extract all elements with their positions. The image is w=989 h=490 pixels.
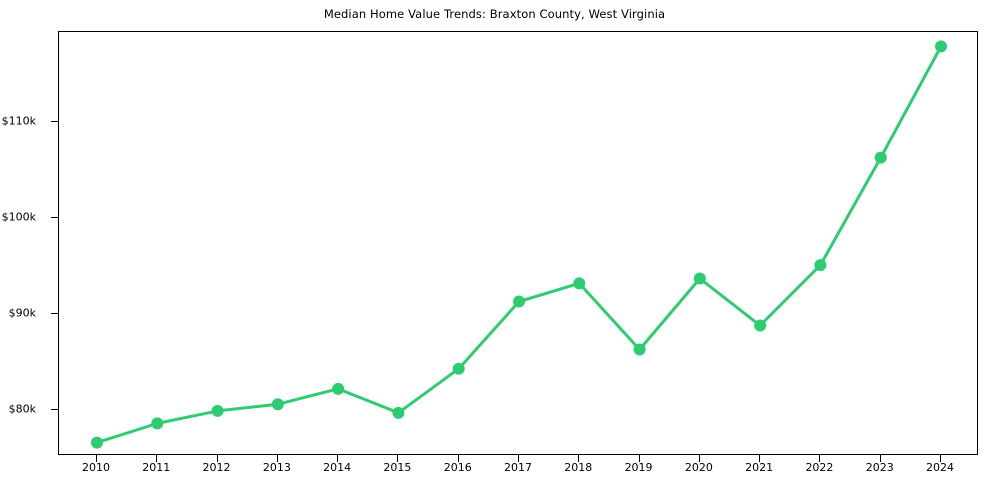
x-axis-tick-mark bbox=[940, 455, 942, 462]
x-axis-tick-label: 2019 bbox=[624, 461, 653, 474]
x-axis-tick-mark bbox=[156, 455, 158, 462]
data-point-marker bbox=[513, 295, 525, 308]
y-axis-tick-mark bbox=[51, 121, 58, 123]
x-axis-tick-mark bbox=[276, 455, 278, 462]
x-axis-tick-label: 2024 bbox=[926, 461, 955, 474]
x-axis-tick-label: 2021 bbox=[745, 461, 774, 474]
x-axis-tick-mark bbox=[638, 455, 640, 462]
x-axis-tick-mark bbox=[819, 455, 821, 462]
x-axis-tick-label: 2012 bbox=[202, 461, 231, 474]
data-point-marker bbox=[693, 272, 706, 285]
x-axis-tick-mark bbox=[578, 455, 580, 462]
x-axis-tick-mark bbox=[518, 455, 519, 462]
data-point-marker bbox=[935, 40, 948, 53]
x-axis-tick-mark bbox=[337, 455, 339, 462]
x-axis-tick-label: 2011 bbox=[142, 461, 171, 474]
y-axis-tick-mark bbox=[51, 313, 58, 315]
plot-area bbox=[58, 31, 978, 455]
x-axis-tick-mark bbox=[759, 455, 761, 462]
x-axis-tick-mark bbox=[95, 455, 97, 462]
data-point-marker bbox=[211, 404, 224, 417]
data-point-marker bbox=[332, 382, 345, 395]
y-axis-tick-mark bbox=[51, 217, 58, 219]
x-axis-tick-label: 2020 bbox=[684, 461, 713, 474]
y-axis-tick-label: $90k bbox=[8, 306, 36, 320]
y-axis-tick-mark bbox=[51, 408, 58, 410]
x-axis-tick-mark bbox=[698, 455, 700, 462]
data-point-marker bbox=[754, 319, 767, 332]
x-axis-tick-label: 2022 bbox=[805, 461, 834, 474]
chart-title: Median Home Value Trends: Braxton County… bbox=[323, 7, 666, 21]
x-axis-tick-label: 2016 bbox=[443, 461, 472, 474]
x-axis-tick-label: 2018 bbox=[564, 461, 593, 474]
y-axis-tick-label: $100k bbox=[1, 210, 36, 224]
data-point-marker bbox=[633, 343, 646, 356]
x-axis-tick-mark bbox=[457, 455, 459, 462]
x-axis-tick-label: 2017 bbox=[504, 461, 532, 474]
data-point-marker bbox=[90, 436, 103, 449]
x-axis-tick-label: 2023 bbox=[865, 461, 894, 474]
data-point-marker bbox=[151, 417, 164, 430]
x-axis-tick-label: 2014 bbox=[323, 461, 352, 474]
y-axis-tick-label: $110k bbox=[1, 114, 36, 128]
data-point-marker bbox=[392, 406, 405, 419]
x-axis-tick-mark bbox=[397, 455, 399, 462]
x-axis-tick-label: 2010 bbox=[81, 461, 110, 474]
data-point-marker bbox=[874, 151, 887, 164]
line-series-markers bbox=[90, 40, 948, 449]
data-point-marker bbox=[452, 362, 465, 375]
x-axis-tick-label: 2015 bbox=[383, 461, 412, 474]
y-axis-tick-labels: $80k $90k $100k $110k bbox=[0, 0, 48, 490]
x-axis-tick-label: 2013 bbox=[262, 461, 291, 474]
data-point-marker bbox=[271, 398, 284, 411]
x-axis-tick-mark bbox=[879, 455, 881, 462]
data-point-marker bbox=[814, 259, 827, 272]
line-series-path bbox=[95, 44, 943, 445]
line-series-svg bbox=[90, 40, 948, 449]
data-point-marker bbox=[573, 277, 586, 290]
y-axis-tick-label: $80k bbox=[8, 402, 36, 416]
x-axis-tick-mark bbox=[216, 455, 218, 462]
